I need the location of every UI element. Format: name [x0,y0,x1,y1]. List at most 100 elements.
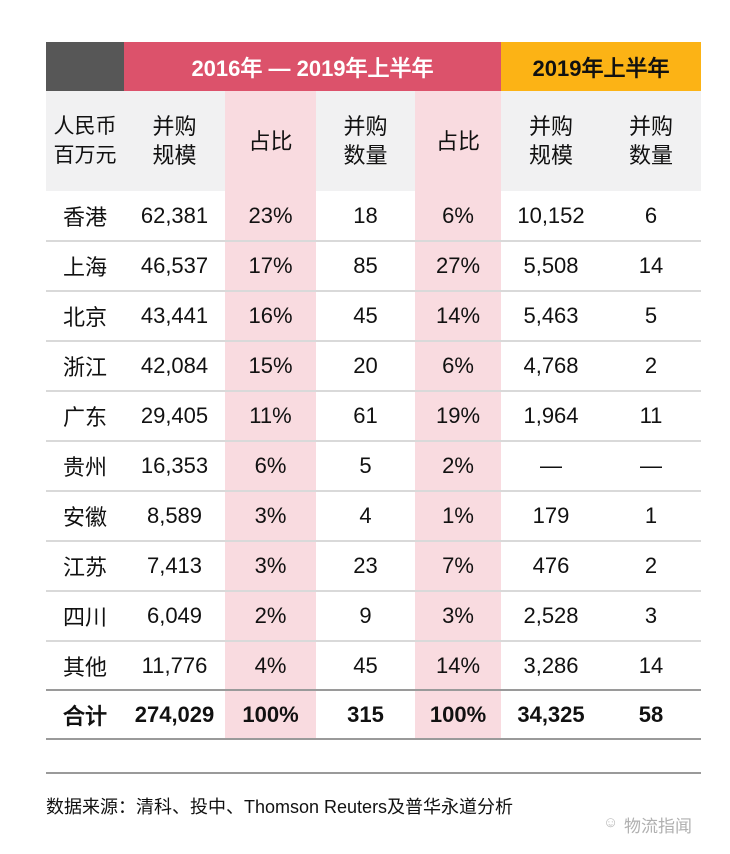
table-row: 江苏 7,413 3% 23 7% 476 2 [46,541,701,591]
cell-region: 浙江 [62,355,107,380]
column-header-bg [46,91,701,191]
table-row: 贵州 16,353 6% 5 2% — — [46,441,701,491]
table-row: 香港 62,381 23% 18 6% 10,152 6 [46,191,701,241]
cell-region: 其他 [62,655,107,680]
cell-count: 9 [359,603,372,628]
cell-count-pct: 14% [435,303,481,328]
cell-scale-pct: 3% [254,503,287,528]
cell-h1-scale: — [540,453,562,478]
cell-count-pct: 2% [442,453,474,478]
cell-count-pct: 27% [435,253,481,278]
table-row: 浙江 42,084 15% 20 6% 4,768 2 [46,341,701,391]
share-column-highlight [225,91,316,738]
header-scale: 并购 规模 [152,114,197,168]
cell-scale: 42,084 [140,353,209,378]
cell-h1-scale: 476 [532,553,570,578]
cell-count: 4 [359,503,372,528]
cell-h1-count: 3 [644,603,658,628]
table-row: 其他 11,776 4% 45 14% 3,286 14 [46,641,701,691]
cell-h1-scale: 10,152 [517,203,585,228]
cell-count: 45 [353,653,378,678]
cell-region: 香港 [62,205,107,230]
cell-h1-scale: 5,463 [523,303,579,328]
cell-h1-scale: 3,286 [523,653,579,678]
header-count: 并购 数量 [343,114,388,168]
cell-h1-count: 1 [644,503,658,528]
cell-count-pct: 14% [435,653,481,678]
table-row: 广东 29,405 11% 61 19% 1,964 11 [46,391,701,441]
cell-count: 61 [353,403,378,428]
row-divider [46,540,701,542]
cell-count: 5 [359,453,372,478]
cell-count-pct: 1% [442,503,474,528]
cell-region: 上海 [62,255,107,280]
cell-h1-count: 2 [644,353,658,378]
cell-h1-scale: 5,508 [523,253,579,278]
cell-count-pct: 19% [435,403,481,428]
cell-scale: 16,353 [140,453,209,478]
cell-count: 45 [353,303,378,328]
data-source-note: 数据来源：清科、投中、Thomson Reuters及普华永道分析 [46,797,514,817]
row-divider [46,640,701,642]
wechat-icon: ☺ [603,814,619,831]
cell-h1-count: — [640,453,662,478]
cell-count: 20 [353,353,378,378]
header-share: 占比 [248,128,293,154]
footer-rule [46,772,701,774]
row-divider [46,240,701,242]
cell-count: 85 [353,253,378,278]
cell-scale-pct: 2% [254,603,287,628]
cell-region: 江苏 [62,555,107,580]
cell-scale-pct: 23% [248,203,293,228]
cell-scale-pct: 16% [248,303,293,328]
cell-h1-count: 2 [644,553,658,578]
period-header-2016-2019h1: 2016年 — 2019年上半年 [124,42,501,91]
cell-h1-scale: 179 [532,503,570,528]
cell-region: 贵州 [62,455,107,480]
row-divider [46,490,701,492]
cell-scale: 46,537 [140,253,209,278]
cell-count: 18 [353,203,378,228]
corner-cell [46,42,124,91]
total-top-rule [46,689,701,691]
cell-scale-pct: 11% [249,403,292,428]
cell-scale: 6,049 [146,603,203,628]
header-h1-count: 并购 数量 [628,114,673,168]
cell-h1-count: 6 [644,203,658,228]
cell-count-pct: 7% [442,553,474,578]
column-header-row: 人民币 百万元 并购 规模 占比 并购 数量 占比 并购 规模 并购 数量 [46,91,701,191]
row-divider [46,590,701,592]
cell-scale: 43,441 [140,303,209,328]
cell-region: 北京 [62,305,107,330]
row-divider [46,340,701,342]
cell-scale-pct: 3% [254,553,287,578]
header-unit: 人民币 百万元 [53,115,117,167]
cell-h1-count: 14 [638,653,664,678]
cell-scale-pct: 17% [248,253,293,278]
total-bottom-rule [46,738,701,740]
table-row: 北京 43,441 16% 45 14% 5,463 5 [46,291,701,341]
header-h1-scale: 并购 规模 [528,114,573,168]
cell-count-pct: 6% [442,203,474,228]
cell-scale-pct: 15% [248,353,293,378]
cell-h1-scale: 1,964 [523,403,579,428]
cell-h1-count: 5 [644,303,658,328]
cell-region: 安徽 [62,505,107,530]
count-share-column-highlight [415,91,501,738]
cell-region: 广东 [62,405,107,430]
cell-scale-pct: 6% [254,453,287,478]
cell-count-pct: 3% [442,603,474,628]
cell-h1-count: 14 [638,253,664,278]
cell-scale: 29,405 [140,403,209,428]
table-row: 上海 46,537 17% 85 27% 5,508 14 [46,241,701,291]
cell-h1-count: 11 [639,403,663,428]
table-row: 安徽 8,589 3% 4 1% 179 1 [46,491,701,541]
row-divider [46,440,701,442]
cell-scale: 62,381 [140,203,209,228]
header-count-share: 占比 [435,128,480,154]
cell-h1-scale: 4,768 [523,353,579,378]
watermark: 物流指闻 [624,817,692,836]
cell-count: 23 [353,553,378,578]
cell-scale: 8,589 [146,503,203,528]
row-divider [46,390,701,392]
